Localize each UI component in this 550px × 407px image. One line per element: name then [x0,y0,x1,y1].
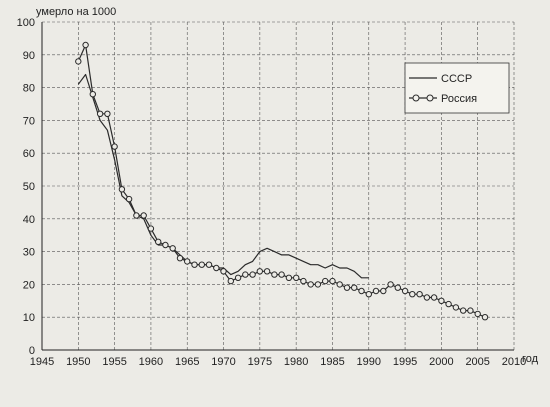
data-point-russia [460,307,467,314]
data-point-russia [372,287,380,295]
legend-box [404,62,510,114]
y-tick-label: 70 [23,115,35,127]
x-tick-label: 1955 [102,356,126,368]
data-point-russia [162,241,169,249]
data-point-russia [329,277,336,285]
data-point-russia [380,287,387,295]
data-point-russia [314,281,322,288]
data-point-russia [191,261,198,268]
data-point-russia [96,110,104,118]
data-point-russia [430,294,438,301]
data-point-russia [256,268,263,275]
data-point-russia [452,304,460,311]
legend-label-ussr: СССР [441,73,472,85]
x-tick-label: 1990 [357,356,381,368]
x-tick-label: 1950 [66,356,90,368]
y-tick-label: 30 [23,247,35,259]
y-tick-label: 90 [23,50,35,62]
data-point-russia [263,268,271,275]
x-tick-label: 2005 [465,356,489,368]
x-tick-label: 2010 [502,356,526,368]
data-point-russia [467,307,474,314]
data-point-russia [336,281,343,288]
data-point-russia [147,225,155,232]
data-point-russia [242,271,249,278]
data-point-russia [351,284,358,291]
y-tick-label: 0 [29,345,35,357]
series-layer [75,41,489,321]
data-point-russia [401,287,409,295]
x-tick-label: 1980 [284,356,308,368]
tick-labels: 1945 1950 1955 1960 1965 1970 1975 1980 1985 1990… [17,17,527,368]
data-point-russia [111,143,118,150]
data-point-russia [125,195,133,203]
y-tick-label: 50 [23,181,35,193]
data-point-russia [213,264,220,272]
data-point-russia [220,268,227,275]
data-point-russia [445,300,452,308]
data-point-russia [249,271,256,278]
y-tick-label: 10 [23,312,35,324]
data-point-russia [481,314,489,321]
x-tick-label: 1970 [211,356,235,368]
data-point-russia [140,212,147,219]
legend: СССР Россия [404,62,510,114]
y-axis-title: умерло на 1000 [36,6,116,18]
data-point-russia [278,271,285,278]
data-point-russia [300,277,307,285]
data-point-russia [343,284,351,291]
data-point-russia [155,238,162,246]
legend-marker-russia [426,94,434,102]
data-point-russia [118,186,126,193]
x-tick-label: 1995 [393,356,417,368]
data-point-russia [271,271,278,278]
axes [41,22,514,351]
data-point-russia [365,291,372,298]
legend-label-russia: Россия [441,93,477,105]
data-point-russia [293,274,300,281]
x-tick-label: 1965 [175,356,199,368]
data-point-russia [75,58,82,65]
data-point-russia [169,245,176,252]
grid [42,21,515,350]
data-point-russia [184,258,191,265]
data-point-russia [89,91,97,98]
x-tick-label: 1985 [320,356,344,368]
data-point-russia [205,261,213,268]
data-point-russia [358,287,365,295]
data-point-russia [322,277,329,285]
data-point-russia [394,284,401,291]
data-point-russia [133,212,140,219]
x-tick-label: 1960 [139,356,163,368]
data-point-russia [438,297,445,304]
data-point-russia [104,110,111,118]
data-point-russia [227,277,235,285]
legend-marker-russia [412,94,420,102]
x-axis-title: год [522,353,539,365]
x-tick-label: 2000 [429,356,453,368]
data-point-russia [82,41,89,49]
data-point-russia [285,274,293,281]
y-tick-label: 80 [23,83,35,95]
x-tick-label: 1975 [248,356,272,368]
data-point-russia [416,291,423,298]
y-tick-label: 100 [17,17,35,29]
data-point-russia [409,291,416,298]
data-point-russia [198,261,206,268]
data-point-russia [423,294,431,301]
x-tick-label: 1945 [30,356,54,368]
data-point-russia [387,281,394,288]
data-point-russia [234,274,242,281]
y-tick-label: 60 [23,148,35,160]
y-tick-label: 20 [23,279,35,291]
data-point-russia [307,281,314,288]
y-tick-label: 40 [23,214,35,226]
data-point-russia [474,310,481,318]
data-point-russia [176,255,184,262]
